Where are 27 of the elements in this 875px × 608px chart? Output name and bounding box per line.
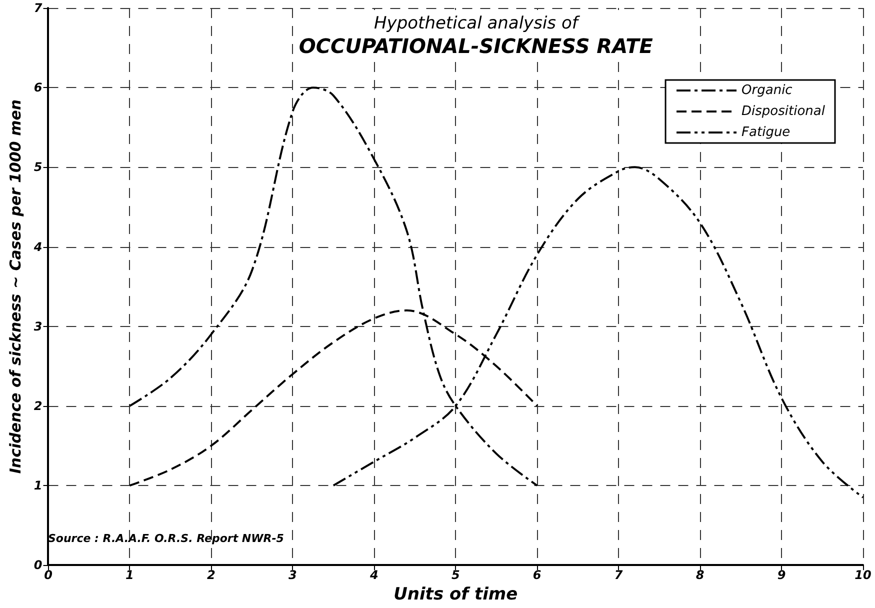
y-tick-label: 1 <box>34 478 42 493</box>
y-tick-label: 3 <box>34 319 42 334</box>
x-axis-title: Units of time <box>394 584 518 604</box>
x-tick-label: 8 <box>696 568 704 582</box>
annotation: Source : R.A.A.F. O.R.S. Report NWR-5 <box>48 532 284 545</box>
legend-label: Dispositional <box>742 104 826 119</box>
y-tick-label: 2 <box>34 398 42 413</box>
y-tick-label: 6 <box>34 80 42 95</box>
x-tick-label: 6 <box>532 568 542 582</box>
x-tick-label: 0 <box>44 568 52 582</box>
x-tick-label: 5 <box>451 568 460 582</box>
y-tick-label: 4 <box>32 240 42 254</box>
y-axis-title: Incidence of sickness ~ Cases per 1000 men <box>6 99 24 474</box>
y-tick-label: 5 <box>34 160 42 174</box>
x-tick-label: 3 <box>288 568 297 582</box>
x-tick-label: 2 <box>207 568 216 582</box>
y-tick-label: 7 <box>34 1 43 15</box>
text: OCCUPATIONAL-SICKNESS RATE <box>298 34 654 58</box>
x-tick-label: 7 <box>614 568 624 582</box>
legend-label: Fatigue <box>742 125 790 140</box>
y-tick-label: 0 <box>34 558 42 572</box>
x-tick-label: 1 <box>126 568 134 582</box>
x-tick-label: 10 <box>854 568 872 582</box>
chart-title: Hypothetical analysis of <box>374 14 581 34</box>
x-tick-label: 4 <box>368 568 378 582</box>
legend-label: Organic <box>742 83 792 98</box>
x-tick-label: 9 <box>777 568 786 582</box>
